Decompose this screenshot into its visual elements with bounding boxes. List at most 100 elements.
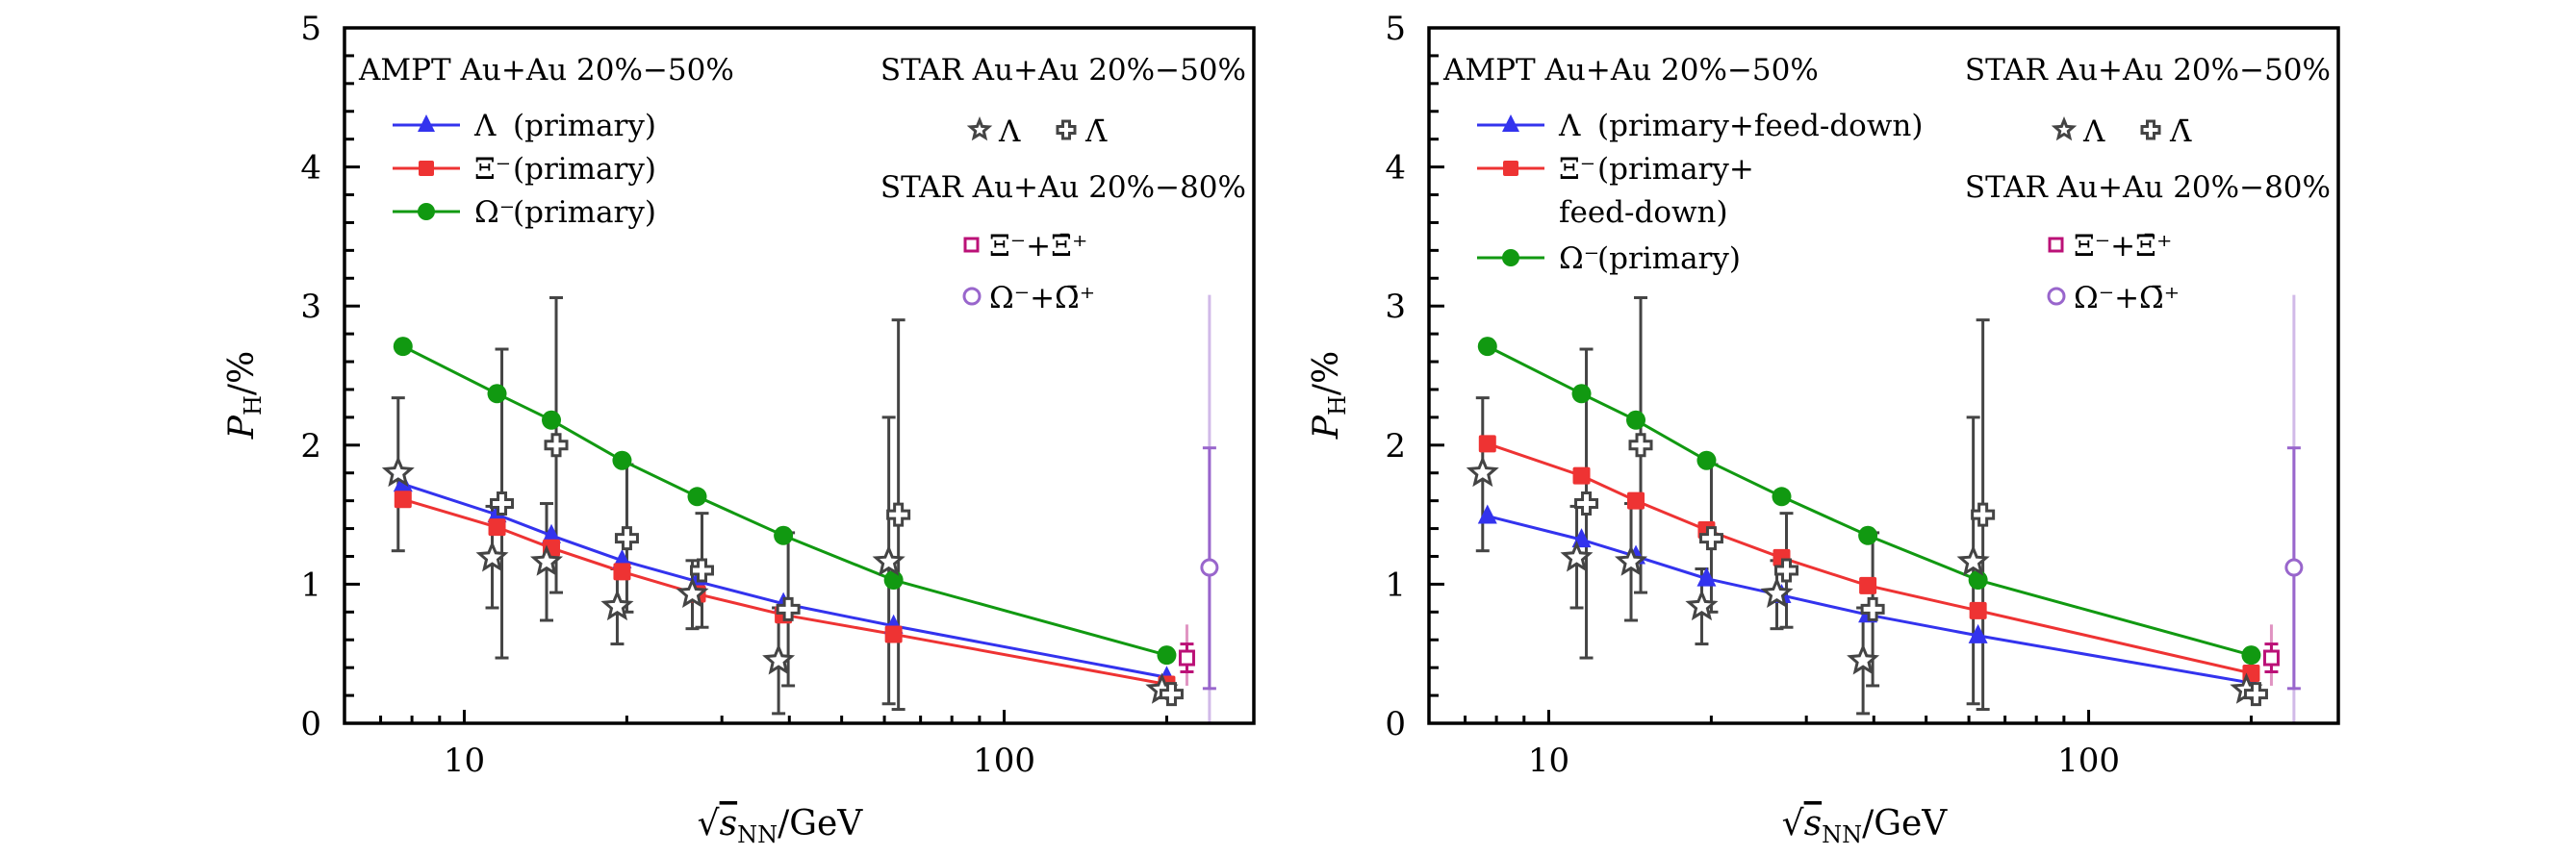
legend-star-antilambda-label: Λ̄	[2169, 114, 2192, 149]
legend-label: (primary+	[1597, 152, 1754, 187]
series-point-circle	[1858, 525, 1878, 545]
legend-title-star-20-50: STAR Au+Au 20%−50%	[880, 53, 1246, 88]
series-point-circle	[1696, 450, 1717, 470]
legend-label-main: Ξ⁻	[474, 152, 511, 187]
y-axis-title-sub: H	[1324, 395, 1351, 415]
star-lambda-point	[1560, 540, 1594, 572]
legend-star-lambda-label: Λ	[998, 114, 1021, 149]
y-tick-label: 0	[300, 705, 321, 743]
y-tick-label: 2	[1385, 427, 1406, 466]
star-xi-point	[1178, 649, 1195, 667]
y-axis-title-unit: /%	[1307, 351, 1346, 395]
x-axis-title-sub: NN	[737, 821, 778, 848]
series-point-square	[613, 563, 631, 581]
legend-star-omega-label: Ω⁻+Ω̄⁺	[2074, 281, 2180, 315]
legend-cross-icon	[1056, 119, 1077, 140]
star-antilambda-point	[490, 491, 515, 516]
y-tick-label: 4	[1385, 149, 1406, 188]
legend-star-omega-label: Ω⁻+Ω̄⁺	[989, 281, 1095, 315]
star-antilambda-point	[614, 526, 639, 551]
star-lambda-point	[600, 589, 634, 621]
x-axis-title: √sNN/GeV	[1782, 804, 1949, 848]
y-tick-label: 1	[1385, 566, 1406, 604]
star-lambda-point	[676, 576, 709, 608]
legend-item: Λ (primary)	[393, 109, 656, 143]
star-lambda-point	[1956, 544, 1990, 576]
star-lambda-point	[475, 540, 509, 572]
legend-open-square-icon	[963, 237, 980, 253]
star-antilambda-point	[1628, 433, 1653, 458]
x-tick-label: 100	[973, 742, 1035, 780]
series-point-square	[1627, 491, 1645, 510]
legend-star-lambda-label: Λ	[2082, 114, 2105, 149]
legend-star-xi-label: Ξ⁻+Ξ̄⁺	[989, 229, 1087, 264]
star-lambda-point	[529, 544, 564, 576]
star-antilambda-point	[886, 502, 911, 527]
star-antilambda-point	[690, 558, 715, 583]
series-point-square	[1572, 466, 1591, 485]
legend-title-star-20-80: STAR Au+Au 20%−80%	[880, 170, 1246, 205]
legend-label: (primary)	[513, 109, 656, 143]
legend-label: (primary)	[1597, 241, 1741, 276]
series-line-circle	[1487, 344, 2252, 657]
legend-star-xi-label: Ξ⁻+Ξ̄⁺	[2074, 229, 2172, 264]
y-axis-title-p: P	[1307, 415, 1346, 440]
legend-marker-triangle	[1502, 114, 1519, 132]
legend-label: (primary+feed-down)	[1597, 109, 1923, 143]
star-lambda-point	[1685, 589, 1719, 621]
y-tick-label: 0	[1385, 705, 1406, 743]
star-antilambda-point	[1971, 502, 1996, 527]
legend-label-main: Ω⁻	[474, 195, 515, 230]
x-axis-title-s: s	[1804, 804, 1822, 843]
x-tick-label: 10	[1528, 742, 1569, 780]
series-point-circle	[1772, 487, 1792, 507]
x-axis-title-unit: /GeV	[778, 804, 863, 843]
y-tick-label: 5	[300, 10, 321, 48]
legend-title-star-20-80: STAR Au+Au 20%−80%	[1965, 170, 2331, 205]
x-tick-label: 100	[2057, 742, 2120, 780]
star-antilambda-point	[1574, 491, 1599, 516]
series-point-triangle	[1477, 504, 1497, 524]
legend-label: (primary)	[513, 195, 656, 230]
series-line-triangle	[402, 482, 1167, 679]
series-point-circle	[393, 337, 413, 357]
star-omega-point	[2284, 558, 2304, 577]
legend-label-main: Ω⁻	[1559, 241, 1599, 276]
y-tick-label: 3	[300, 288, 321, 326]
y-axis-title-p: P	[222, 415, 262, 440]
plot-frame	[343, 26, 1256, 725]
y-axis-title: PH/%	[1307, 351, 1351, 441]
legend-label-continued: feed-down)	[1559, 195, 1728, 230]
star-antilambda-point	[1159, 682, 1184, 707]
series-point-circle	[1157, 645, 1177, 666]
plot-frame	[1427, 26, 2340, 725]
x-axis-title-s: s	[720, 804, 737, 843]
panel-left: 0 1 2 3 4 5 10 100 AMPT Au+Au 20%−50% Λ (primary)…	[222, 10, 1256, 848]
star-antilambda-point	[1698, 526, 1723, 551]
x-axis-title-unit: /GeV	[1862, 804, 1948, 843]
star-antilambda-point	[1774, 558, 1799, 583]
series-point-circle	[487, 384, 507, 404]
y-tick-label: 2	[300, 427, 321, 466]
panel-right: 0 1 2 3 4 5 10 100 AMPT Au+Au 20%−50% Λ (primary+…	[1307, 10, 2340, 848]
x-axis-title-sqrt: √	[1782, 804, 1804, 843]
star-antilambda-point	[544, 433, 569, 458]
star-antilambda-point	[776, 596, 801, 621]
y-axis-title-sub: H	[240, 395, 267, 415]
legend-marker-circle	[1502, 249, 1519, 266]
series-point-circle	[1968, 570, 1988, 591]
series-point-circle	[774, 525, 794, 545]
series-point-circle	[542, 410, 562, 430]
series-point-square	[488, 518, 506, 537]
x-tick-label: 10	[444, 742, 485, 780]
legend-cross-icon	[2140, 119, 2161, 140]
star-omega-point	[1200, 558, 1219, 577]
series-point-circle	[2241, 645, 2261, 666]
series-point-circle	[612, 450, 632, 470]
legend-open-circle-icon	[2047, 287, 2066, 306]
legend-label-main: Λ	[1558, 109, 1581, 143]
legend-star-icon	[2051, 116, 2078, 141]
legend-title-star-20-50: STAR Au+Au 20%−50%	[1965, 53, 2331, 88]
series-line-circle	[402, 344, 1167, 657]
